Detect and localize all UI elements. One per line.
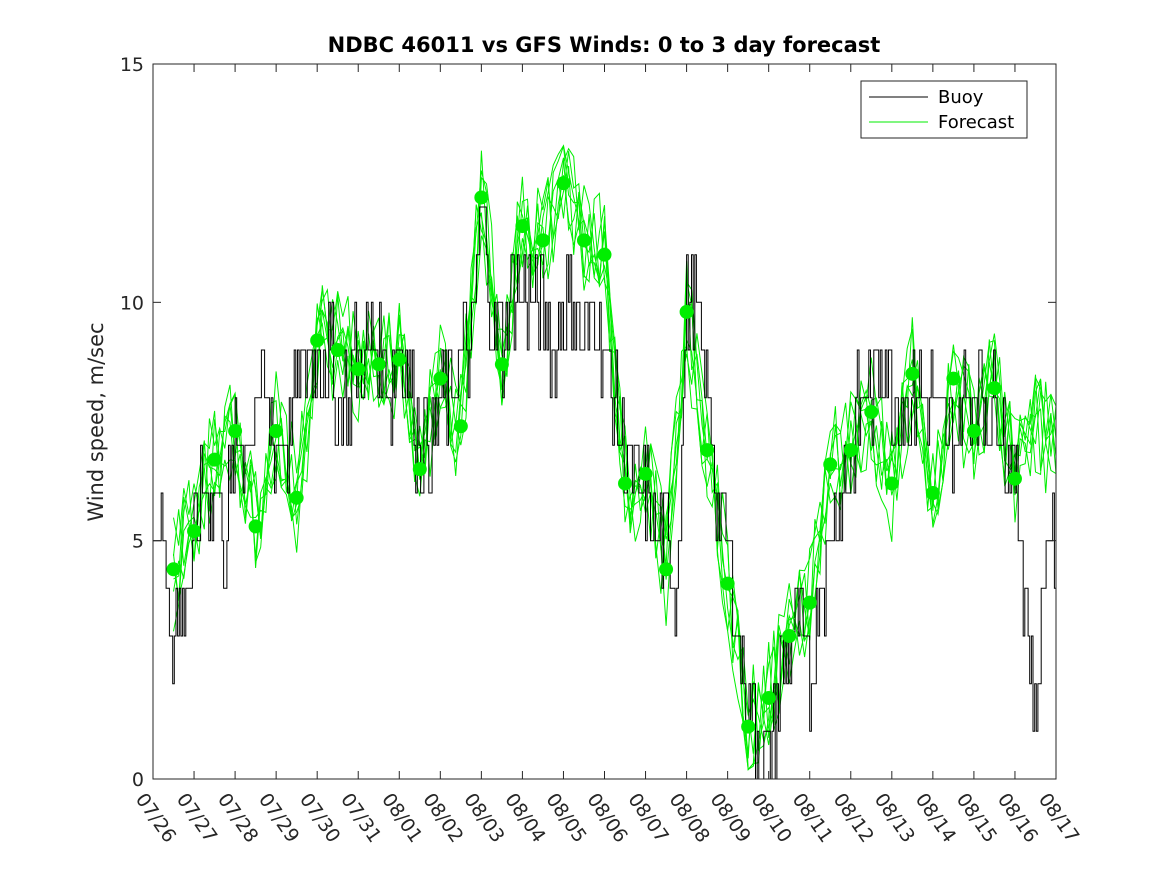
forecast-marker: [905, 366, 920, 381]
x-tick-label: 08/10: [747, 789, 796, 846]
x-tick-label: 08/11: [788, 789, 837, 846]
x-tick-label: 08/05: [541, 789, 590, 846]
forecast-marker: [556, 176, 571, 191]
chart-title: NDBC 46011 vs GFS Winds: 0 to 3 day fore…: [328, 33, 881, 57]
legend-label-buoy: Buoy: [938, 87, 984, 108]
y-axis-label: Wind speed, m/sec: [84, 322, 108, 521]
x-tick-label: 08/07: [623, 789, 672, 846]
forecast-marker: [494, 357, 509, 372]
x-tick-label: 08/14: [911, 789, 960, 846]
x-tick-label: 07/28: [213, 789, 262, 846]
y-axis: 0 5 10 15: [120, 54, 1056, 791]
x-tick-label: 08/12: [829, 789, 878, 846]
x-tick-label: 07/29: [254, 789, 303, 846]
forecast-marker: [802, 595, 817, 610]
x-tick-label: 08/03: [459, 789, 508, 846]
y-tick-label: 0: [132, 769, 144, 791]
forecast-marker: [782, 629, 797, 643]
x-tick-label: 08/06: [582, 789, 631, 846]
x-tick-label: 08/08: [664, 789, 713, 846]
legend-box: [860, 80, 1028, 139]
forecast-marker: [371, 357, 386, 372]
forecast-marker: [453, 419, 468, 434]
forecast-marker: [228, 424, 243, 439]
forecast-marker: [925, 486, 940, 500]
y-tick-label: 15: [120, 54, 144, 76]
forecast-marker: [597, 247, 612, 262]
forecast-marker: [864, 404, 879, 419]
forecast-marker: [412, 462, 427, 477]
forecast-marker: [761, 690, 776, 705]
forecast-marker: [433, 371, 448, 386]
legend-label-forecast: Forecast: [938, 112, 1014, 133]
buoy-line: [153, 206, 1056, 779]
x-tick-label: 08/15: [952, 789, 1001, 846]
forecast-marker: [638, 466, 653, 481]
x-tick-label: 08/13: [870, 789, 919, 846]
forecast-marker: [207, 452, 222, 467]
forecast-marker: [618, 476, 633, 491]
forecast-marker: [289, 490, 304, 505]
x-tick-label: 08/17: [1034, 789, 1083, 846]
forecast-marker: [843, 443, 858, 458]
forecast-marker: [310, 333, 325, 348]
forecast-marker: [248, 519, 263, 534]
forecast-marker: [659, 562, 674, 577]
forecast-marker: [1007, 471, 1022, 486]
forecast-marker: [474, 190, 489, 205]
forecast-marker: [823, 457, 838, 472]
forecast-marker: [166, 562, 181, 577]
forecast-marker: [330, 343, 345, 357]
x-tick-label: 08/16: [993, 789, 1042, 846]
forecast-marker: [741, 719, 756, 734]
forecast-marker: [679, 304, 694, 319]
x-tick-label: 07/27: [172, 789, 221, 846]
forecast-marker: [187, 524, 202, 539]
forecast-marker: [720, 576, 735, 591]
forecast-marker: [966, 424, 981, 439]
forecast-marker: [987, 381, 1002, 396]
x-tick-label: 07/31: [336, 789, 385, 846]
forecast-line: [173, 147, 1056, 742]
forecast-marker: [576, 233, 591, 248]
x-tick-label: 08/02: [418, 789, 467, 846]
plot-area: [153, 64, 1056, 779]
forecast-marker: [535, 233, 550, 248]
x-tick-label: 07/26: [131, 789, 180, 846]
forecast-marker: [884, 476, 899, 491]
y-tick-label: 5: [132, 531, 144, 553]
legend: Buoy Forecast: [860, 80, 1028, 139]
forecast-marker: [700, 443, 715, 458]
x-tick-label: 08/01: [377, 789, 426, 846]
forecast-marker: [515, 219, 530, 234]
forecast-marker: [351, 362, 366, 377]
y-tick-label: 10: [120, 292, 144, 314]
x-tick-label: 08/09: [706, 789, 755, 846]
x-tick-label: 08/04: [500, 789, 549, 846]
forecast-marker: [392, 352, 407, 367]
x-tick-label: 07/30: [295, 789, 344, 846]
forecast-marker: [946, 371, 961, 386]
forecast-marker: [269, 424, 284, 439]
marker-layer: [166, 176, 1022, 734]
